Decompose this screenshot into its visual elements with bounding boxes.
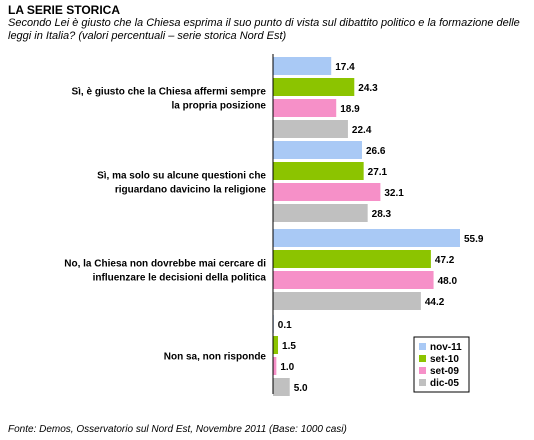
bar-set-09-2 — [273, 271, 434, 289]
bar-set-09-3 — [273, 357, 277, 375]
bar-dic-05-3 — [273, 378, 290, 396]
bar-nov-11-0 — [273, 57, 332, 75]
category-label-line: influenzare le decisioni della politica — [93, 273, 267, 284]
data-label: 5.0 — [294, 383, 308, 394]
bar-nov-11-2 — [273, 229, 460, 247]
category-label-line: riguardano davicino la religione — [115, 185, 267, 196]
category-label: Non sa, non risponde — [164, 352, 267, 363]
bar-dic-05-0 — [273, 120, 348, 138]
legend-entry-nov-11: nov-11 — [430, 342, 462, 353]
data-label: 27.1 — [368, 167, 388, 178]
data-label: 17.4 — [335, 62, 355, 73]
legend-swatch-nov-11 — [419, 343, 426, 350]
data-label: 44.2 — [425, 297, 445, 308]
data-label: 55.9 — [464, 234, 484, 245]
data-label: 18.9 — [340, 104, 360, 115]
data-label: 47.2 — [435, 255, 455, 266]
data-label: 26.6 — [366, 146, 386, 157]
bar-dic-05-1 — [273, 204, 368, 222]
data-label: 24.3 — [358, 83, 378, 94]
legend-swatch-set-10 — [419, 355, 426, 362]
data-label: 48.0 — [438, 276, 458, 287]
category-label-line: Sì, ma solo su alcune questioni che — [97, 171, 266, 182]
legend-swatch-dic-05 — [419, 379, 426, 386]
category-label-line: la propria posizione — [172, 101, 267, 112]
data-label: 1.0 — [280, 362, 294, 373]
bar-set-10-1 — [273, 162, 364, 180]
chart-title: LA SERIE STORICA — [8, 3, 121, 17]
bar-set-09-0 — [273, 99, 337, 117]
category-label: No, la Chiesa non dovrebbe mai cercare d… — [64, 259, 266, 284]
legend-entry-set-10: set-10 — [430, 354, 459, 365]
category-label-line: No, la Chiesa non dovrebbe mai cercare d… — [64, 259, 266, 270]
bar-set-10-0 — [273, 78, 355, 96]
legend-entry-dic-05: dic-05 — [430, 378, 459, 389]
bar-set-10-3 — [273, 336, 279, 354]
data-label: 28.3 — [372, 209, 392, 220]
data-label: 32.1 — [384, 188, 404, 199]
bar-set-09-1 — [273, 183, 381, 201]
category-label-line: Non sa, non risponde — [164, 352, 267, 363]
data-label: 22.4 — [352, 125, 372, 136]
chart-subtitle: Secondo Lei è giusto che la Chiesa espri… — [8, 17, 520, 42]
category-label: Sì, è giusto che la Chiesa affermi sempr… — [71, 87, 266, 112]
legend-swatch-set-09 — [419, 367, 426, 374]
source-note: Fonte: Demos, Osservatorio sul Nord Est,… — [8, 424, 347, 435]
bar-chart: Sì, è giusto che la Chiesa affermi sempr… — [64, 54, 484, 396]
bar-set-10-2 — [273, 250, 431, 268]
category-label: Sì, ma solo su alcune questioni che rigua… — [97, 171, 266, 196]
legend-entry-set-09: set-09 — [430, 366, 459, 377]
data-label: 1.5 — [282, 341, 296, 352]
category-label-line: Sì, è giusto che la Chiesa affermi sempr… — [71, 87, 266, 98]
data-label: 0.1 — [278, 320, 292, 331]
bar-dic-05-2 — [273, 292, 421, 310]
bar-nov-11-1 — [273, 141, 362, 159]
